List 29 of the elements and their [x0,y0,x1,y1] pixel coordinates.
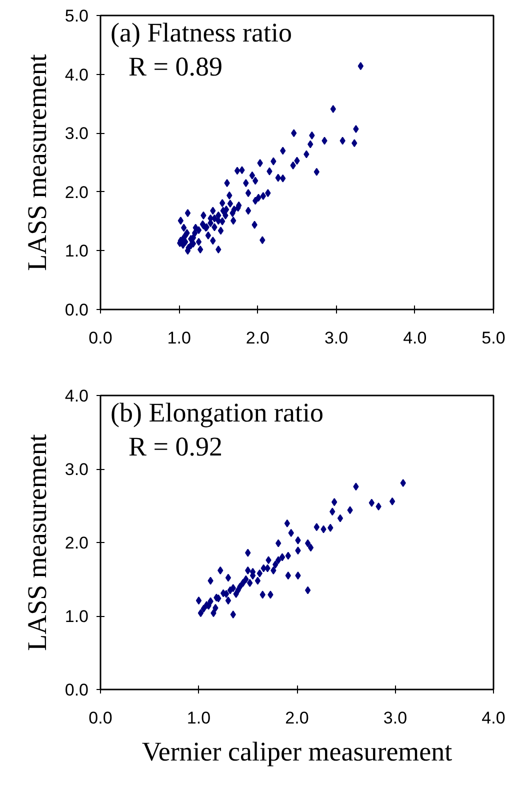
y-tick-label: 4.0 [64,65,89,84]
y-axis-title: LASS measurement [22,434,52,651]
y-tick-label: 3.0 [64,124,89,144]
x-tick-label: 5.0 [482,328,506,348]
y-tick-label: 1.0 [64,607,89,626]
y-tick-label: 4.0 [64,386,89,406]
y-tick-label: 0.0 [64,300,89,320]
annotation: R = 0.92 [128,432,222,462]
x-tick-label: 1.0 [186,708,211,728]
x-axis-title: Vernier caliper measurement [142,736,453,766]
x-tick-label: 2.0 [285,708,309,728]
y-tick-label: 5.0 [64,6,89,26]
x-tick-label: 4.0 [482,708,506,728]
x-tick-label: 0.0 [88,328,112,348]
y-tick-label: 3.0 [64,460,89,479]
annotation: R = 0.89 [128,52,222,82]
x-tick-label: 1.0 [167,328,191,348]
y-tick-label: 1.0 [64,242,89,261]
x-tick-label: 2.0 [246,328,270,348]
y-tick-label: 0.0 [64,680,89,700]
x-tick-label: 4.0 [403,328,427,348]
x-tick-label: 0.0 [88,708,112,728]
annotation: (b) Elongation ratio [110,398,324,428]
annotation: (a) Flatness ratio [110,18,292,48]
y-tick-label: 2.0 [64,182,89,202]
x-tick-label: 3.0 [383,708,408,728]
y-axis-title: LASS measurement [22,54,52,271]
y-tick-label: 2.0 [64,534,89,552]
x-tick-label: 3.0 [324,328,348,348]
